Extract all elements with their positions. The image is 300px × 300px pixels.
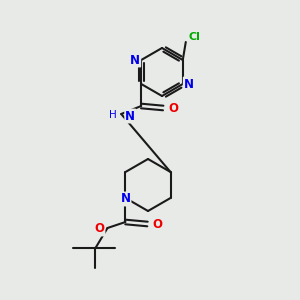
- Text: O: O: [168, 101, 178, 115]
- Text: N: N: [130, 53, 140, 67]
- Text: N: N: [125, 110, 135, 122]
- Text: O: O: [94, 223, 104, 236]
- Text: Cl: Cl: [189, 32, 201, 42]
- Text: N: N: [121, 193, 130, 206]
- Text: H: H: [110, 110, 117, 120]
- Text: N: N: [184, 77, 194, 91]
- Text: O: O: [152, 218, 163, 230]
